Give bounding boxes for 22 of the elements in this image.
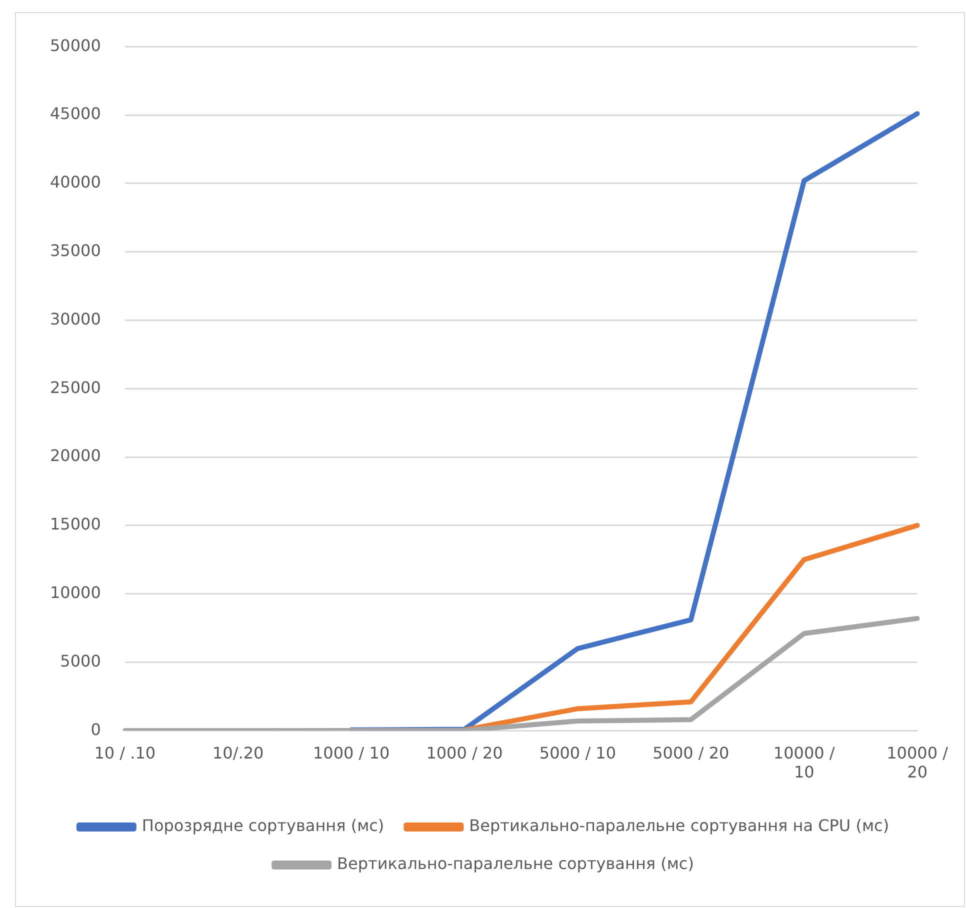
x-tick-label: 10000 / 20: [886, 743, 949, 782]
y-tick-label: 20000: [50, 446, 101, 466]
y-tick-label: 40000: [50, 172, 101, 192]
x-tick-label: 10000 / 10: [773, 743, 836, 782]
y-tick-label: 10000: [50, 582, 101, 602]
y-tick-label: 15000: [50, 514, 101, 534]
x-tick-label: 5000 / 20: [652, 743, 730, 762]
legend-label: Вертикально-паралельне сортування на CPU (мс): [469, 816, 890, 836]
y-tick-label: 25000: [50, 378, 101, 397]
x-tick-label: 1000 / 10: [312, 743, 390, 762]
y-tick-label: 30000: [50, 309, 101, 328]
x-tick-label: 10 / .10: [94, 743, 156, 762]
y-tick-label: 0: [90, 720, 101, 739]
legend-label: Вертикально-паралельне сортування (мс): [337, 854, 694, 874]
x-tick-label: 1000 / 20: [426, 743, 503, 762]
x-tick-label: 10/.20: [212, 743, 264, 762]
y-tick-label: 35000: [50, 240, 101, 260]
legend-label: Порозрядне сортування (мс): [142, 816, 384, 836]
y-tick-label: 5000: [60, 651, 101, 670]
x-tick-label: 5000 / 10: [539, 743, 616, 762]
y-tick-label: 50000: [50, 36, 101, 55]
y-tick-label: 45000: [50, 104, 101, 124]
